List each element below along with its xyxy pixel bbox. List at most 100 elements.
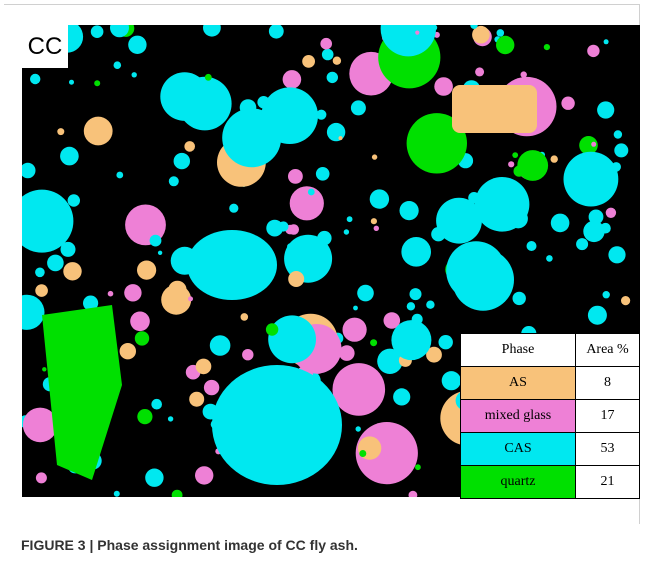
particle <box>204 380 219 395</box>
panel-label: CC <box>22 25 68 68</box>
particle <box>36 472 47 483</box>
particle <box>353 306 358 311</box>
particle <box>606 208 616 218</box>
particle <box>546 255 553 262</box>
page: {"label": "CC", "table": {"header": ["Ph… <box>0 0 646 562</box>
particle <box>114 491 120 497</box>
phase-cell: AS <box>461 367 576 400</box>
particle <box>608 246 625 263</box>
particle <box>311 360 325 374</box>
particle <box>288 271 304 287</box>
particle <box>391 320 431 360</box>
phase-cell: CAS <box>461 433 576 466</box>
particle <box>347 216 353 222</box>
particle <box>372 154 377 159</box>
particle <box>242 349 253 360</box>
particle <box>564 152 619 207</box>
particle <box>60 147 79 166</box>
particle <box>452 249 514 311</box>
particle <box>603 291 610 298</box>
particle <box>475 67 484 76</box>
particle <box>94 80 100 86</box>
particle <box>327 123 345 141</box>
particle <box>120 343 136 359</box>
particle <box>124 284 141 301</box>
particle <box>187 230 277 300</box>
particle <box>84 117 113 146</box>
particle <box>137 409 152 424</box>
particle <box>137 261 156 280</box>
particle <box>114 61 122 69</box>
particle <box>426 301 434 309</box>
particle <box>168 416 173 421</box>
particle <box>356 426 361 431</box>
particle <box>442 371 461 390</box>
particle <box>169 176 179 186</box>
particle <box>351 100 366 115</box>
header-cell: Phase <box>461 334 576 367</box>
particle <box>597 101 614 118</box>
particle <box>436 198 482 244</box>
particle <box>91 25 104 38</box>
particle <box>343 318 367 342</box>
particle <box>68 194 80 206</box>
particle <box>42 367 46 371</box>
particle <box>241 313 249 321</box>
area-cell: 17 <box>576 400 640 433</box>
particle <box>63 262 81 280</box>
header-cell: Area % <box>576 334 640 367</box>
particle <box>517 150 548 181</box>
particle <box>288 169 303 184</box>
particle <box>302 55 315 68</box>
particle <box>158 251 162 255</box>
particle <box>401 237 431 267</box>
particle <box>45 238 52 245</box>
particle <box>229 204 238 213</box>
particle <box>415 464 421 470</box>
particle <box>188 296 193 301</box>
particle <box>290 186 324 220</box>
particle <box>116 172 123 179</box>
particle <box>205 74 212 81</box>
header-row: Phase Area % <box>461 334 640 367</box>
particle <box>614 130 622 138</box>
particle <box>132 72 137 77</box>
particle <box>283 70 302 89</box>
particle <box>496 36 514 54</box>
particle <box>261 87 318 144</box>
phase-cell: quartz <box>461 466 576 499</box>
particle <box>47 255 64 272</box>
particle <box>266 323 278 335</box>
particle <box>621 296 630 305</box>
particle <box>344 229 349 234</box>
particle <box>544 44 550 50</box>
particle <box>508 161 514 167</box>
particle <box>371 218 377 224</box>
particle <box>452 85 537 133</box>
particle <box>191 86 224 119</box>
particle <box>108 291 114 297</box>
particle <box>576 238 588 250</box>
particle <box>61 242 76 257</box>
particle <box>410 288 422 300</box>
particle <box>497 29 505 37</box>
particle <box>588 306 607 325</box>
area-cell: 8 <box>576 367 640 400</box>
particle <box>327 72 338 83</box>
particle <box>30 74 40 84</box>
particle <box>212 365 342 485</box>
particle <box>509 209 528 228</box>
particle <box>521 71 527 77</box>
particle <box>145 469 163 487</box>
particle <box>268 315 316 363</box>
particle <box>551 155 558 162</box>
particle <box>604 39 609 44</box>
particle <box>591 142 596 147</box>
area-cell: 53 <box>576 433 640 466</box>
particle <box>512 152 518 158</box>
particle <box>135 331 149 345</box>
particle <box>287 243 293 249</box>
particle <box>583 221 604 242</box>
